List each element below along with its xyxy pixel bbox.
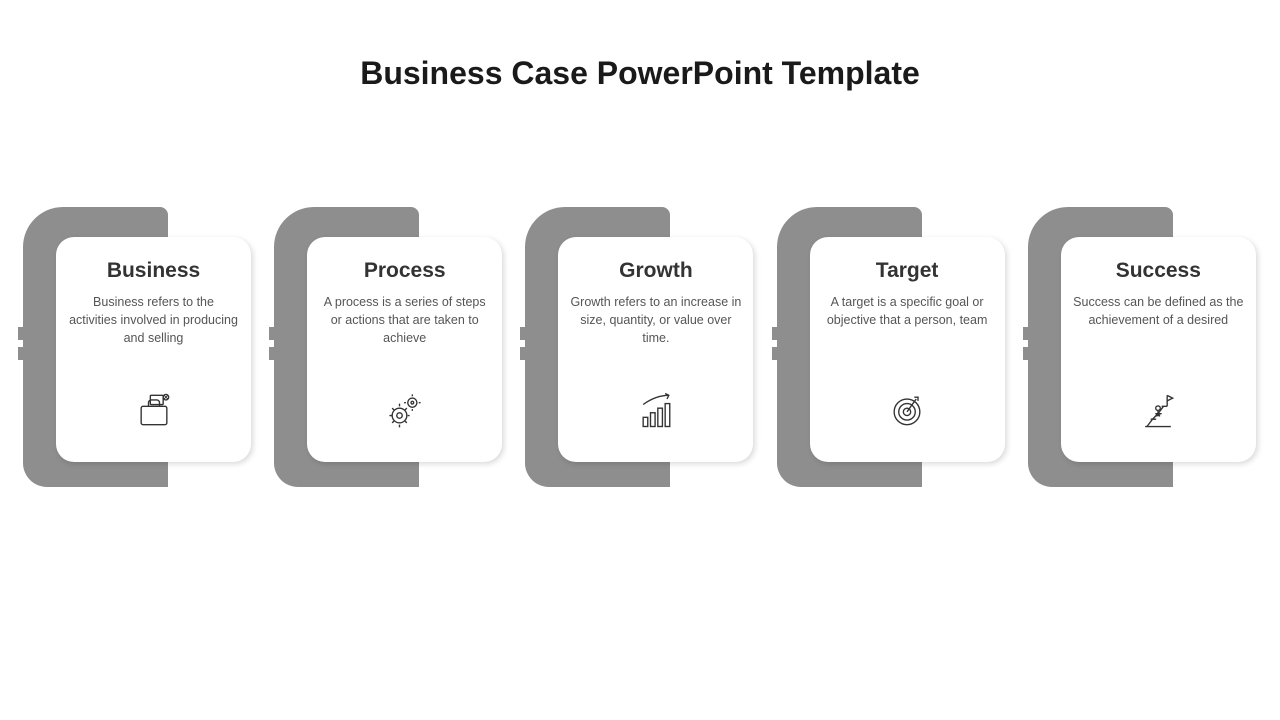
card: Success Success can be defined as the ac… [1061, 237, 1256, 462]
card-desc: Growth refers to an increase in size, qu… [570, 293, 741, 347]
stripe [1023, 327, 1051, 340]
card-success: Success Success can be defined as the ac… [1023, 207, 1262, 487]
card-growth: Growth Growth refers to an increase in s… [520, 207, 759, 487]
card-title: Success [1116, 259, 1201, 283]
card-desc: Business refers to the activities involv… [68, 293, 239, 347]
card: Target A target is a specific goal or ob… [810, 237, 1005, 462]
card: Growth Growth refers to an increase in s… [558, 237, 753, 462]
cards-container: Business Business refers to the activiti… [0, 207, 1280, 487]
card-business: Business Business refers to the activiti… [18, 207, 257, 487]
target-icon [885, 388, 929, 432]
card-process: Process A process is a series of steps o… [269, 207, 508, 487]
stripe [772, 347, 800, 360]
card-desc: Success can be defined as the achievemen… [1073, 293, 1244, 329]
card: Business Business refers to the activiti… [56, 237, 251, 462]
card: Process A process is a series of steps o… [307, 237, 502, 462]
stripe [520, 327, 548, 340]
stripe [18, 327, 46, 340]
card-desc: A process is a series of steps or action… [319, 293, 490, 347]
stripe [772, 327, 800, 340]
stripe [269, 327, 297, 340]
card-title: Business [107, 259, 200, 283]
gears-icon [383, 388, 427, 432]
card-title: Target [876, 259, 939, 283]
card-title: Growth [619, 259, 693, 283]
card-target: Target A target is a specific goal or ob… [772, 207, 1011, 487]
card-title: Process [364, 259, 446, 283]
stripe [1023, 347, 1051, 360]
page-title: Business Case PowerPoint Template [0, 0, 1280, 92]
briefcase-icon [132, 388, 176, 432]
stripe [18, 347, 46, 360]
flag-icon [1136, 388, 1180, 432]
stripe [269, 347, 297, 360]
chart-icon [634, 388, 678, 432]
stripe [520, 347, 548, 360]
card-desc: A target is a specific goal or objective… [822, 293, 993, 329]
